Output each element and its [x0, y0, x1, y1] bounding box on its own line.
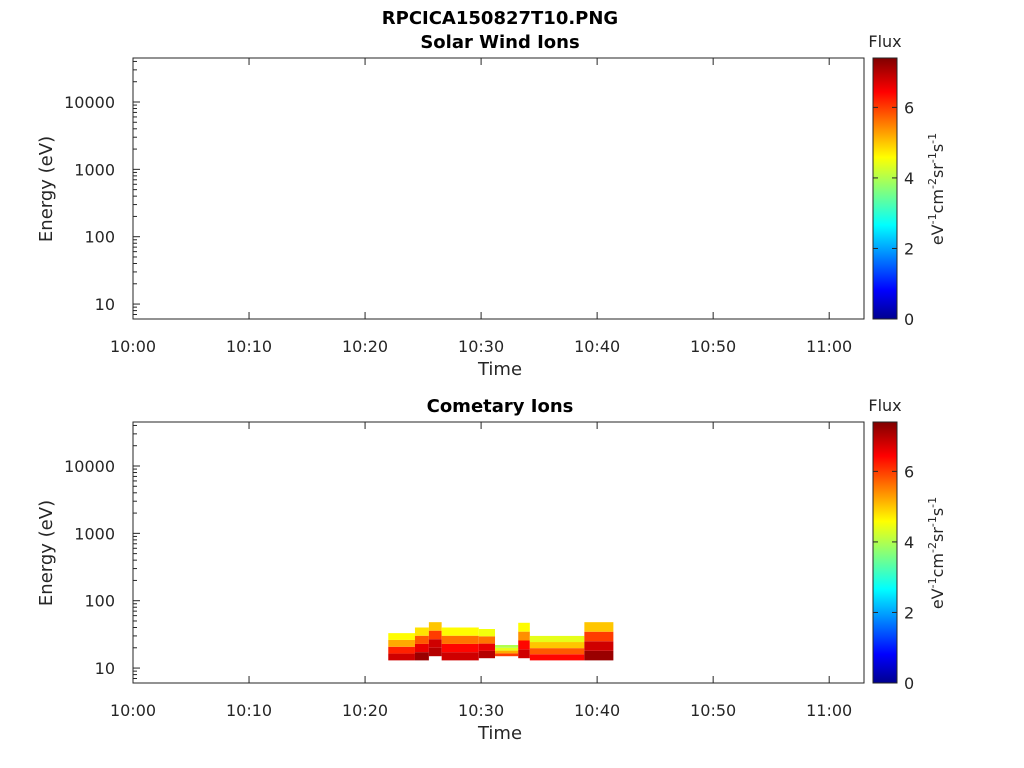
x-tick-label: 10:00: [110, 337, 156, 356]
heatmap-cell: [495, 647, 519, 651]
plot-area: [132, 57, 865, 320]
y-tick-label: 100: [84, 592, 115, 611]
y-ticks: 10 100 1000 10000: [64, 60, 140, 320]
heatmap-cell: [529, 642, 585, 649]
heatmap-cell: [388, 646, 415, 654]
x-axis-label: Time: [477, 359, 522, 380]
colorbar-title: Flux: [868, 32, 901, 51]
x-tick-label: 10:40: [574, 701, 620, 720]
x-ticks: 10:00 10:10 10:20 10:30 10:40 10:50 11:00: [110, 58, 852, 356]
colorbar-title: Flux: [868, 396, 901, 415]
colorbar-tick-label: 6: [904, 98, 914, 117]
x-tick-label: 11:00: [806, 701, 852, 720]
heatmap-cell: [428, 639, 442, 648]
y-tick-label: 10000: [64, 457, 115, 476]
y-tick-label: 1000: [74, 160, 115, 179]
heatmap-cell: [441, 635, 479, 644]
figure-title: RPCICA150827T10.PNG: [382, 8, 618, 29]
heatmap-cell: [495, 650, 519, 654]
y-tick-label: 1000: [74, 524, 115, 543]
x-tick-label: 10:20: [342, 701, 388, 720]
x-tick-label: 10:50: [690, 337, 736, 356]
heatmap-cell: [529, 654, 585, 661]
x-tick-label: 10:10: [226, 701, 272, 720]
colorbar-tick-label: 4: [904, 169, 914, 188]
heatmap-cells: [388, 622, 614, 661]
colorbar: [872, 57, 898, 320]
heatmap-cell: [584, 641, 614, 651]
heatmap-cell: [428, 630, 442, 640]
colorbar-tick-label: 0: [904, 310, 914, 329]
colorbar: [872, 421, 898, 684]
heatmap-cell: [529, 635, 585, 643]
heatmap-cell: [478, 629, 496, 637]
y-tick-label: 10: [95, 659, 115, 678]
heatmap-cell: [388, 639, 415, 647]
heatmap-cell: [441, 643, 479, 653]
heatmap-cell: [441, 652, 479, 661]
cometary-panel: Cometary Ions 10:00 10:10 10:20 10:30 10:40 1…: [36, 396, 947, 744]
x-tick-label: 10:00: [110, 701, 156, 720]
colorbar-tick-label: 0: [904, 674, 914, 693]
colorbar-tick-label: 4: [904, 533, 914, 552]
heatmap-cell: [495, 644, 519, 648]
heatmap-cell: [518, 631, 530, 641]
y-axis-label: Energy (eV): [36, 500, 57, 606]
heatmap-cell: [428, 647, 442, 657]
heatmap-cell: [518, 649, 530, 659]
heatmap-cell: [428, 622, 442, 631]
x-tick-label: 10:30: [458, 701, 504, 720]
y-tick-label: 10000: [64, 93, 115, 112]
x-tick-label: 10:20: [342, 337, 388, 356]
x-tick-label: 10:30: [458, 337, 504, 356]
heatmap-cell: [584, 622, 614, 632]
heatmap-cell: [518, 640, 530, 650]
y-tick-label: 10: [95, 295, 115, 314]
plot-area: [132, 421, 865, 684]
heatmap-cell: [529, 648, 585, 655]
heatmap-cell: [388, 633, 415, 640]
y-tick-label: 100: [84, 228, 115, 247]
heatmap-cell: [441, 627, 479, 636]
colorbar-unit: eV-1cm-2sr-1s-1: [926, 497, 947, 609]
colorbar-tick-label: 2: [904, 603, 914, 622]
panel-title: Cometary Ions: [427, 396, 574, 417]
x-tick-label: 11:00: [806, 337, 852, 356]
colorbar-ticks: 0 2 4 6: [873, 462, 914, 693]
x-tick-label: 10:50: [690, 701, 736, 720]
heatmap-cell: [495, 653, 519, 657]
heatmap-cell: [584, 631, 614, 642]
heatmap-cell: [414, 627, 429, 636]
colorbar-unit: eV-1cm-2sr-1s-1: [926, 133, 947, 245]
heatmap-cell: [414, 635, 429, 644]
heatmap-cell: [414, 643, 429, 653]
heatmap-cell: [414, 652, 429, 661]
heatmap-cell: [478, 636, 496, 644]
solar-wind-panel: Solar Wind Ions 10:00 10:10 10:20 10:30 10:4…: [36, 32, 947, 380]
colorbar-ticks: 0 2 4 6: [873, 98, 914, 329]
heatmap-cell: [518, 622, 530, 632]
panel-title: Solar Wind Ions: [420, 32, 579, 53]
heatmap-cell: [388, 653, 415, 661]
x-axis-label: Time: [477, 723, 522, 744]
colorbar-tick-label: 6: [904, 462, 914, 481]
heatmap-cell: [478, 643, 496, 651]
x-tick-label: 10:40: [574, 337, 620, 356]
x-ticks: 10:00 10:10 10:20 10:30 10:40 10:50 11:00: [110, 422, 852, 720]
x-tick-label: 10:10: [226, 337, 272, 356]
heatmap-cell: [584, 650, 614, 661]
y-axis-label: Energy (eV): [36, 136, 57, 242]
y-ticks: 10 100 1000 10000: [64, 424, 140, 684]
heatmap-cell: [478, 650, 496, 659]
colorbar-tick-label: 2: [904, 239, 914, 258]
